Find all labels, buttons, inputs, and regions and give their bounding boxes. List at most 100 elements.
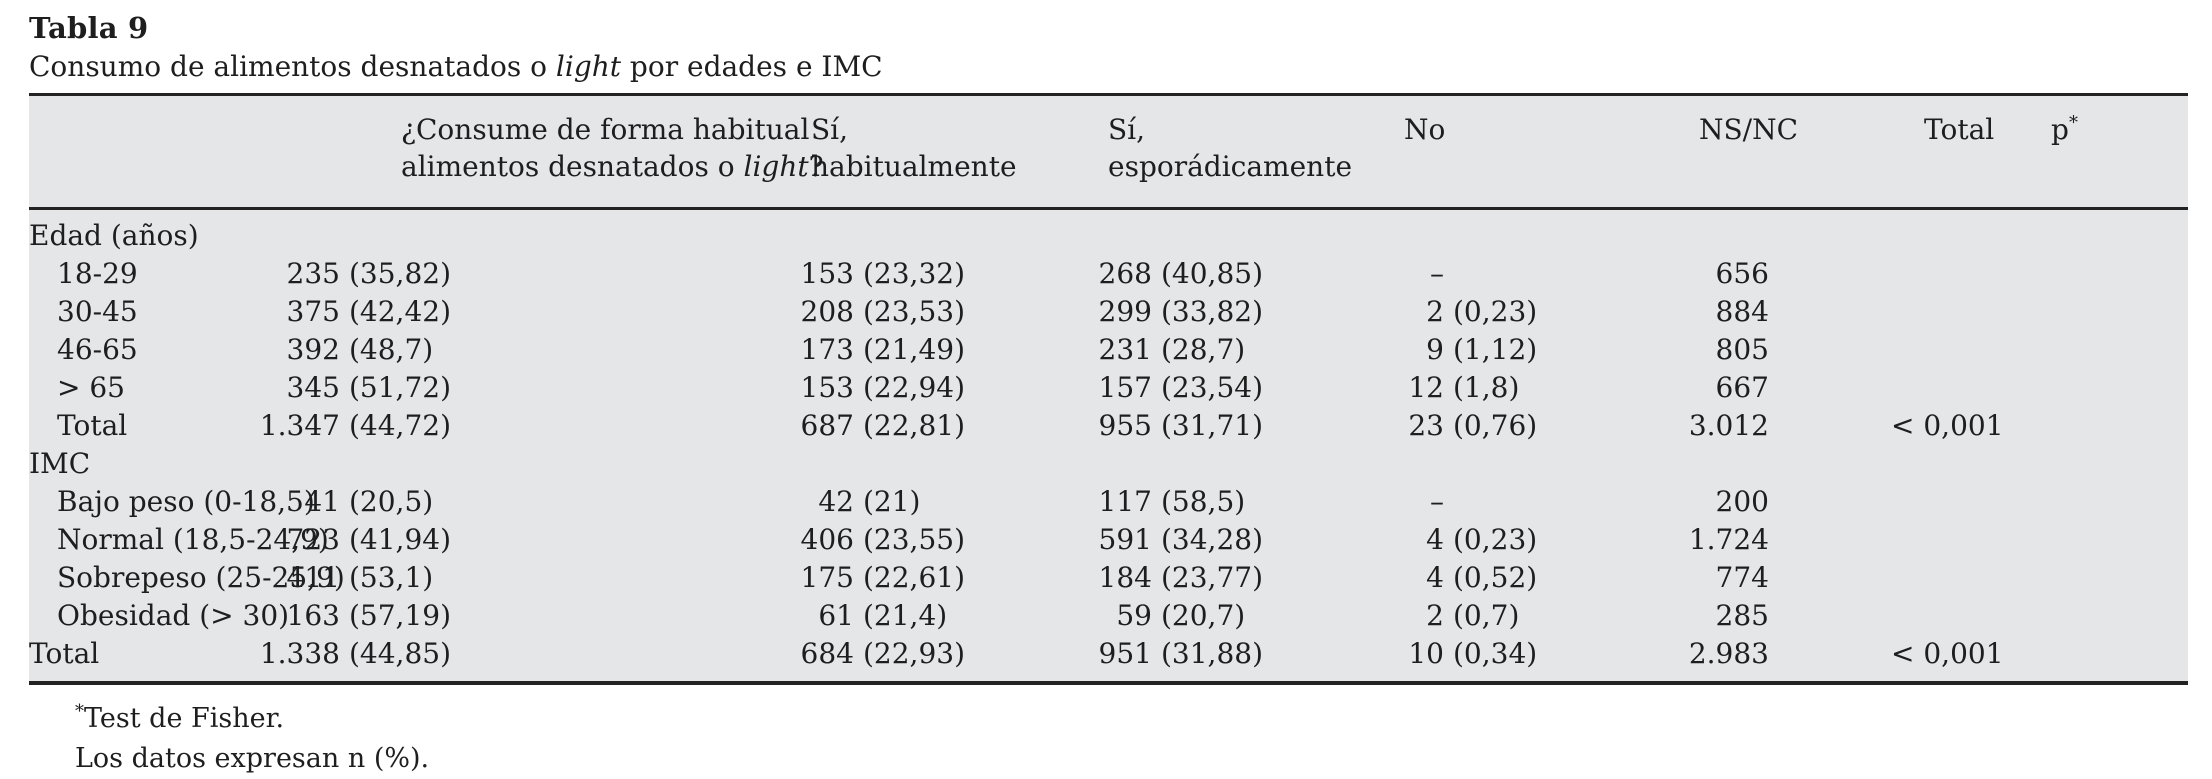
cell-si-esporadicamente-pct: (40,85) (1161, 257, 1264, 290)
cell-si-esporadicamente-n: 299 (1098, 295, 1152, 328)
cell-p (2039, 521, 2188, 559)
header-si-esp-line2: esporádicamente (1108, 150, 1353, 183)
cell-no-pct: (0,52) (1453, 561, 1538, 594)
cell-si-esporadicamente-pct: (28,7) (1161, 333, 1246, 366)
cell-si-esporadicamente-n: 268 (1098, 257, 1152, 290)
cell-nsnc: 667 (1715, 371, 1769, 404)
cell-nsnc: 200 (1715, 485, 1769, 518)
cell-si-esporadicamente-pct: (31,71) (1161, 409, 1264, 442)
cell-si-esporadicamente-pct: (20,7) (1161, 599, 1246, 632)
cell-si-esporadicamente-pct: (31,88) (1161, 637, 1264, 670)
cell-si-esporadicamente-n: 117 (1098, 485, 1152, 518)
table-body: Edad (años) 18-29 235 (35,82) 153 (23,32… (29, 207, 2188, 685)
footnote-datos: Los datos expresan n (%). (75, 743, 430, 774)
cell-p (2039, 597, 2188, 635)
cell-p (2039, 331, 2188, 369)
header-si-hab-line2: habitualmente (811, 150, 1017, 183)
cell-p (2039, 369, 2188, 407)
cell-si-habitualmente-n: 687 (800, 409, 854, 442)
header-question-italic: light (743, 150, 809, 183)
cell-no-pct: (0,76) (1453, 409, 1538, 442)
cell-total (1769, 483, 2039, 521)
table-row-mayor-65: > 65 345 (51,72) 153 (22,94) 157 (23,54)… (29, 369, 2188, 407)
cell-si-habitualmente-n: 173 (800, 333, 854, 366)
row-label: > 65 (57, 371, 125, 404)
cell-consume-pct: (44,72) (349, 409, 452, 442)
cell-p (2039, 407, 2188, 445)
header-question-line1: ¿Consume de forma habitual (401, 113, 810, 146)
cell-no-n: 4 (1426, 561, 1444, 594)
cell-p (2039, 483, 2188, 521)
cell-nsnc: 805 (1715, 333, 1769, 366)
cell-si-habitualmente-n: 208 (800, 295, 854, 328)
cell-nsnc: 2.983 (1688, 637, 1769, 670)
cell-p (2039, 559, 2188, 597)
footnotes: *Test de Fisher. Los datos expresan n (%… (75, 699, 2212, 779)
cell-no-n: 12 (1408, 371, 1444, 404)
table-row-18-29: 18-29 235 (35,82) 153 (23,32) 268 (40,85… (29, 255, 2188, 293)
cell-si-habitualmente-n: 42 (818, 485, 854, 518)
row-label: 30-45 (57, 295, 138, 328)
cell-si-esporadicamente-pct: (23,77) (1161, 561, 1264, 594)
header-p-asterisk: * (2068, 112, 2078, 134)
table-header-row: ¿Consume de forma habitual alimentos desn… (29, 93, 2188, 207)
cell-si-habitualmente-pct: (23,55) (863, 523, 966, 556)
cell-consume-n: 1.338 (259, 637, 340, 670)
cell-total-p-value: < 0,001 (1891, 409, 2004, 442)
cell-consume-n: 723 (286, 523, 340, 556)
row-label: Total (29, 637, 100, 670)
cell-no-pct: (0,34) (1453, 637, 1538, 670)
header-si-hab-line1: Sí, (811, 113, 849, 146)
header-question: ¿Consume de forma habitual alimentos desn… (401, 111, 824, 185)
header-question-mark: ? (808, 150, 824, 183)
table-row-46-65: 46-65 392 (48,7) 173 (21,49) 231 (28,7) … (29, 331, 2188, 369)
cell-total (1769, 255, 2039, 293)
cell-si-habitualmente-pct: (21,49) (863, 333, 966, 366)
header-si-esporadicamente: Sí, esporádicamente (1108, 111, 1404, 185)
cell-no-pct: (0,23) (1453, 295, 1538, 328)
cell-si-habitualmente-pct: (22,81) (863, 409, 966, 442)
cell-si-habitualmente-pct: (23,32) (863, 257, 966, 290)
table-row-total-imc: Total 1.338 (44,85) 684 (22,93) 951 (31,… (29, 635, 2188, 673)
table-subtitle: Consumo de alimentos desnatados o light … (29, 47, 2212, 87)
cell-nsnc: 3.012 (1688, 409, 1769, 442)
cell-no-n: 10 (1408, 637, 1444, 670)
cell-no-n: 4 (1426, 523, 1444, 556)
subtitle-italic: light (555, 50, 622, 83)
cell-consume-pct: (42,42) (349, 295, 452, 328)
cell-no-n: – (1430, 257, 1444, 290)
cell-no-n: 23 (1408, 409, 1444, 442)
table-row-obesidad: Obesidad (> 30) 163 (57,19) 61 (21,4) 59… (29, 597, 2188, 635)
cell-si-habitualmente-pct: (23,53) (863, 295, 966, 328)
subtitle-text: Consumo de alimentos desnatados o (29, 50, 556, 83)
cell-no-n: 2 (1426, 599, 1444, 632)
header-question-line2: alimentos desnatados o (401, 150, 744, 183)
cell-no-pct: (0,23) (1453, 523, 1538, 556)
cell-si-habitualmente-pct: (22,61) (863, 561, 966, 594)
table-row-sobrepeso: Sobrepeso (25-25,9) 411 (53,1) 175 (22,6… (29, 559, 2188, 597)
cell-si-habitualmente-pct: (22,93) (863, 637, 966, 670)
table-row-bajo-peso: Bajo peso (0-18,5) 41 (20,5) 42 (21) 117… (29, 483, 2188, 521)
cell-no-pct: (0,7) (1453, 599, 1520, 632)
row-label: Bajo peso (0-18,5) (57, 485, 315, 518)
table-row-total-edad: Total 1.347 (44,72) 687 (22,81) 955 (31,… (29, 407, 2188, 445)
header-total: Total (1924, 113, 1995, 146)
cell-si-esporadicamente-n: 184 (1098, 561, 1152, 594)
cell-consume-pct: (44,85) (349, 637, 452, 670)
header-p-letter: p (2051, 113, 2069, 146)
cell-consume-pct: (35,82) (349, 257, 452, 290)
cell-total (1769, 597, 2039, 635)
footnote-fisher-text: Test de Fisher. (84, 703, 285, 734)
cell-consume-n: 345 (286, 371, 340, 404)
data-table: ¿Consume de forma habitual alimentos desn… (29, 93, 2188, 685)
cell-consume-n: 375 (286, 295, 340, 328)
header-stub (29, 111, 401, 185)
section-row-imc: IMC (29, 445, 2188, 483)
cell-si-habitualmente-pct: (21,4) (863, 599, 948, 632)
cell-total (1769, 293, 2039, 331)
cell-total (1769, 369, 2039, 407)
table-row-normal: Normal (18,5-24,9) 723 (41,94) 406 (23,5… (29, 521, 2188, 559)
cell-si-habitualmente-pct: (22,94) (863, 371, 966, 404)
cell-total-p-value: < 0,001 (1891, 637, 2004, 670)
cell-consume-n: 235 (286, 257, 340, 290)
